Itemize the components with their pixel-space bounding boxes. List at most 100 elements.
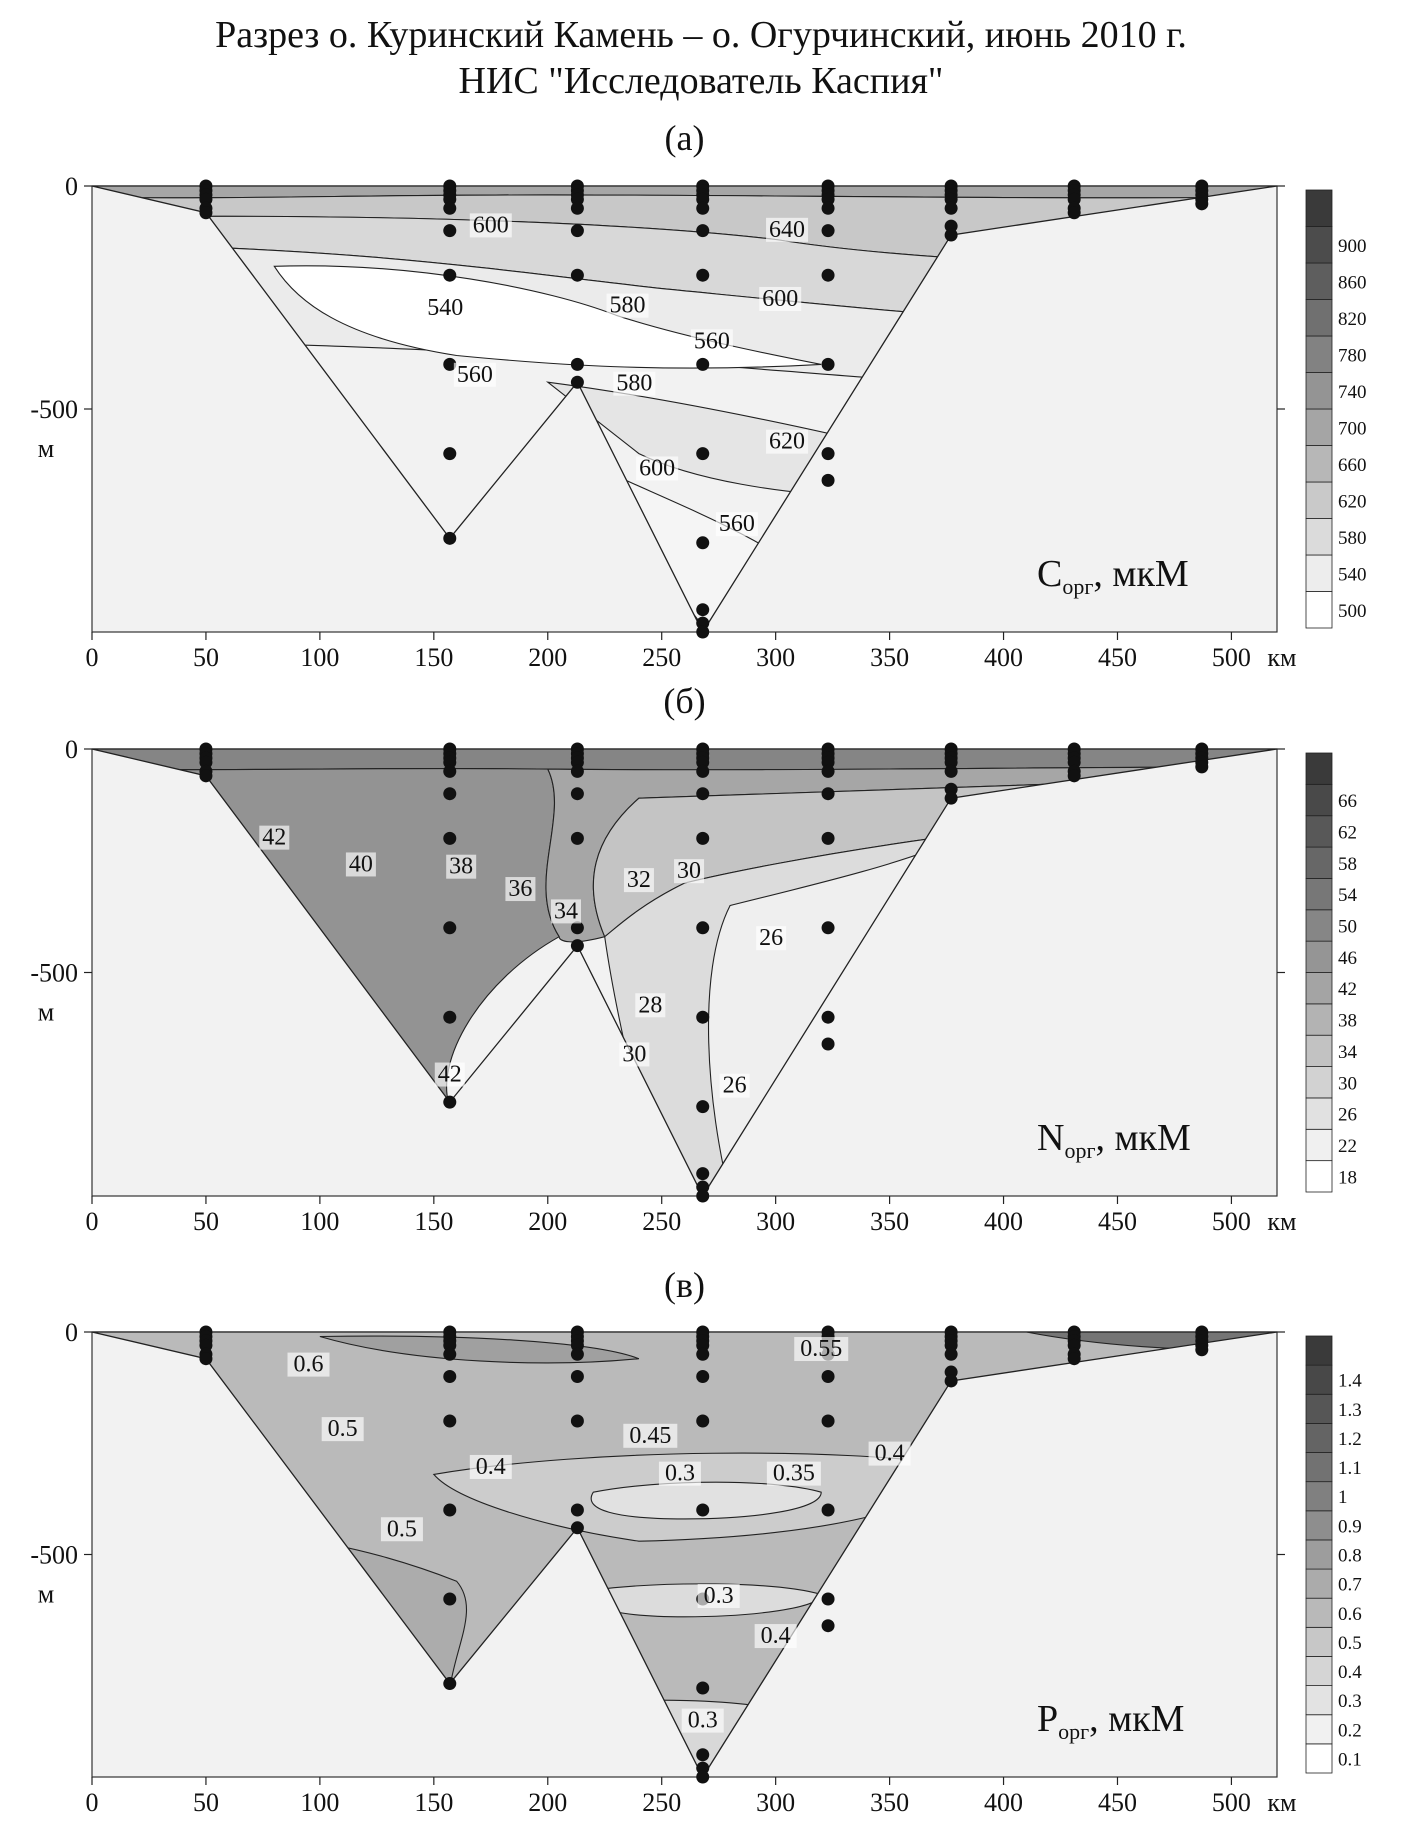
station-point [696, 1414, 710, 1428]
station-point [570, 755, 584, 769]
contour-label: 560 [694, 328, 730, 354]
station-point [821, 268, 835, 282]
x-tick-label: 350 [870, 643, 909, 672]
colorbar-label: 62 [1338, 822, 1357, 843]
colorbar-label: 1 [1338, 1487, 1348, 1508]
station-point [570, 1414, 584, 1428]
x-tick-label: 350 [870, 1788, 909, 1817]
colorbar-step [1305, 445, 1333, 483]
station-point [443, 531, 457, 545]
colorbar-step [1305, 299, 1333, 337]
variable-label: Pорг, мкМ [1037, 1698, 1184, 1744]
contour-label: 38 [449, 854, 473, 880]
contour-label-bg [469, 1454, 512, 1479]
x-tick-label: 0 [86, 1207, 99, 1236]
station-point [696, 616, 710, 630]
station-point [944, 755, 958, 769]
contour-label: 600 [762, 286, 798, 312]
station-point [443, 755, 457, 769]
station-point [696, 1189, 710, 1203]
contour-label: 0.6 [293, 1352, 323, 1378]
station-point [821, 1592, 835, 1606]
x-tick-label: 250 [642, 1207, 681, 1236]
station-point [570, 764, 584, 778]
colorbar-step [1305, 335, 1333, 373]
contour-label: 40 [349, 851, 373, 877]
colorbar-step [1305, 1743, 1333, 1774]
station-point [821, 357, 835, 371]
colorbar: 0.1 0.2 0.3 0.4 0.5 0.6 0.7 0.8 0.9 1 1.1 1.2 1.3 1.4 [1305, 1335, 1362, 1774]
station-point [199, 1352, 213, 1366]
station-point [821, 1414, 835, 1428]
station-point [443, 357, 457, 371]
station-point [1195, 197, 1209, 211]
colorbar-step [1305, 518, 1333, 556]
contour-label-bg [766, 1461, 821, 1486]
contour-label: 560 [457, 362, 493, 388]
colorbar-step [1305, 481, 1333, 519]
contour-label-bg [259, 825, 290, 850]
contour-label-bg [754, 1624, 797, 1649]
station-point [570, 1338, 584, 1352]
contour-label: 0.3 [704, 1583, 734, 1609]
colorbar-step [1305, 1714, 1333, 1745]
station-point [570, 268, 584, 282]
colorbar-step [1305, 1685, 1333, 1716]
x-tick-label: 500 [1212, 1207, 1251, 1236]
x-tick-label: 0 [86, 1788, 99, 1817]
contour-label-bg [424, 295, 467, 320]
contour-label-bg [868, 1441, 911, 1466]
variable-label: Cорг, мкМ [1037, 553, 1189, 599]
contour-label-bg [345, 852, 376, 877]
station-point [443, 1010, 457, 1024]
station-point [944, 201, 958, 215]
colorbar-step [1305, 1481, 1333, 1512]
x-unit-label: км [1267, 1207, 1296, 1236]
figure-title: Разрез о. Куринский Камень – о. Огурчинс… [0, 12, 1402, 104]
chart-panel-3: (в)0.60.550.5 0.450.40.4 0.3 0.350.50.30.40… [30, 1265, 1362, 1817]
colorbar-step [1305, 1597, 1333, 1628]
y-unit-label: м [38, 1580, 54, 1609]
station-point [821, 1037, 835, 1051]
contour-label-bg [756, 926, 787, 951]
station-point [443, 268, 457, 282]
variable-label: Nорг, мкМ [1037, 1117, 1191, 1163]
contour-label: 42 [438, 1062, 462, 1088]
station-point [944, 1365, 958, 1379]
contour-label-bg [766, 217, 809, 242]
contour-label-bg [697, 1584, 740, 1608]
station-point [443, 224, 457, 238]
colorbar-label: 580 [1338, 528, 1367, 549]
contour-label: 0.55 [800, 1336, 842, 1362]
station-point [443, 447, 457, 461]
colorbar-label: 0.1 [1338, 1749, 1362, 1770]
contour-label-bg [719, 1073, 750, 1098]
x-tick-label: 150 [414, 1788, 453, 1817]
station-point [1067, 769, 1081, 783]
station-point [944, 782, 958, 796]
contour-label: 0.35 [773, 1461, 815, 1487]
colorbar-label: 0.8 [1338, 1546, 1362, 1567]
colorbar-label: 38 [1338, 1011, 1357, 1032]
contour-label-bg [434, 1062, 465, 1087]
colorbar-step [1305, 1160, 1333, 1193]
station-point [570, 939, 584, 953]
section-outline [91, 185, 1278, 634]
station-point [944, 1347, 958, 1361]
colorbar-step [1305, 1452, 1333, 1483]
station-point [570, 921, 584, 935]
contour-label-bg [505, 877, 536, 902]
station-point [821, 192, 835, 206]
x-tick-label: 200 [528, 1788, 567, 1817]
y-tick-label: -500 [30, 959, 78, 988]
station-point [696, 921, 710, 935]
colorbar-label: 42 [1338, 979, 1357, 1000]
contour-label-bg [623, 1423, 678, 1448]
panel-label: (б) [663, 681, 705, 721]
colorbar: 18 22 26 30 34 38 42 46 50 54 58 62 66 [1305, 752, 1358, 1193]
contour-label: 0.45 [629, 1423, 671, 1449]
contour-label-bg [469, 213, 512, 238]
station-point [443, 831, 457, 845]
x-tick-label: 300 [756, 1207, 795, 1236]
colorbar-label: 58 [1338, 854, 1357, 875]
